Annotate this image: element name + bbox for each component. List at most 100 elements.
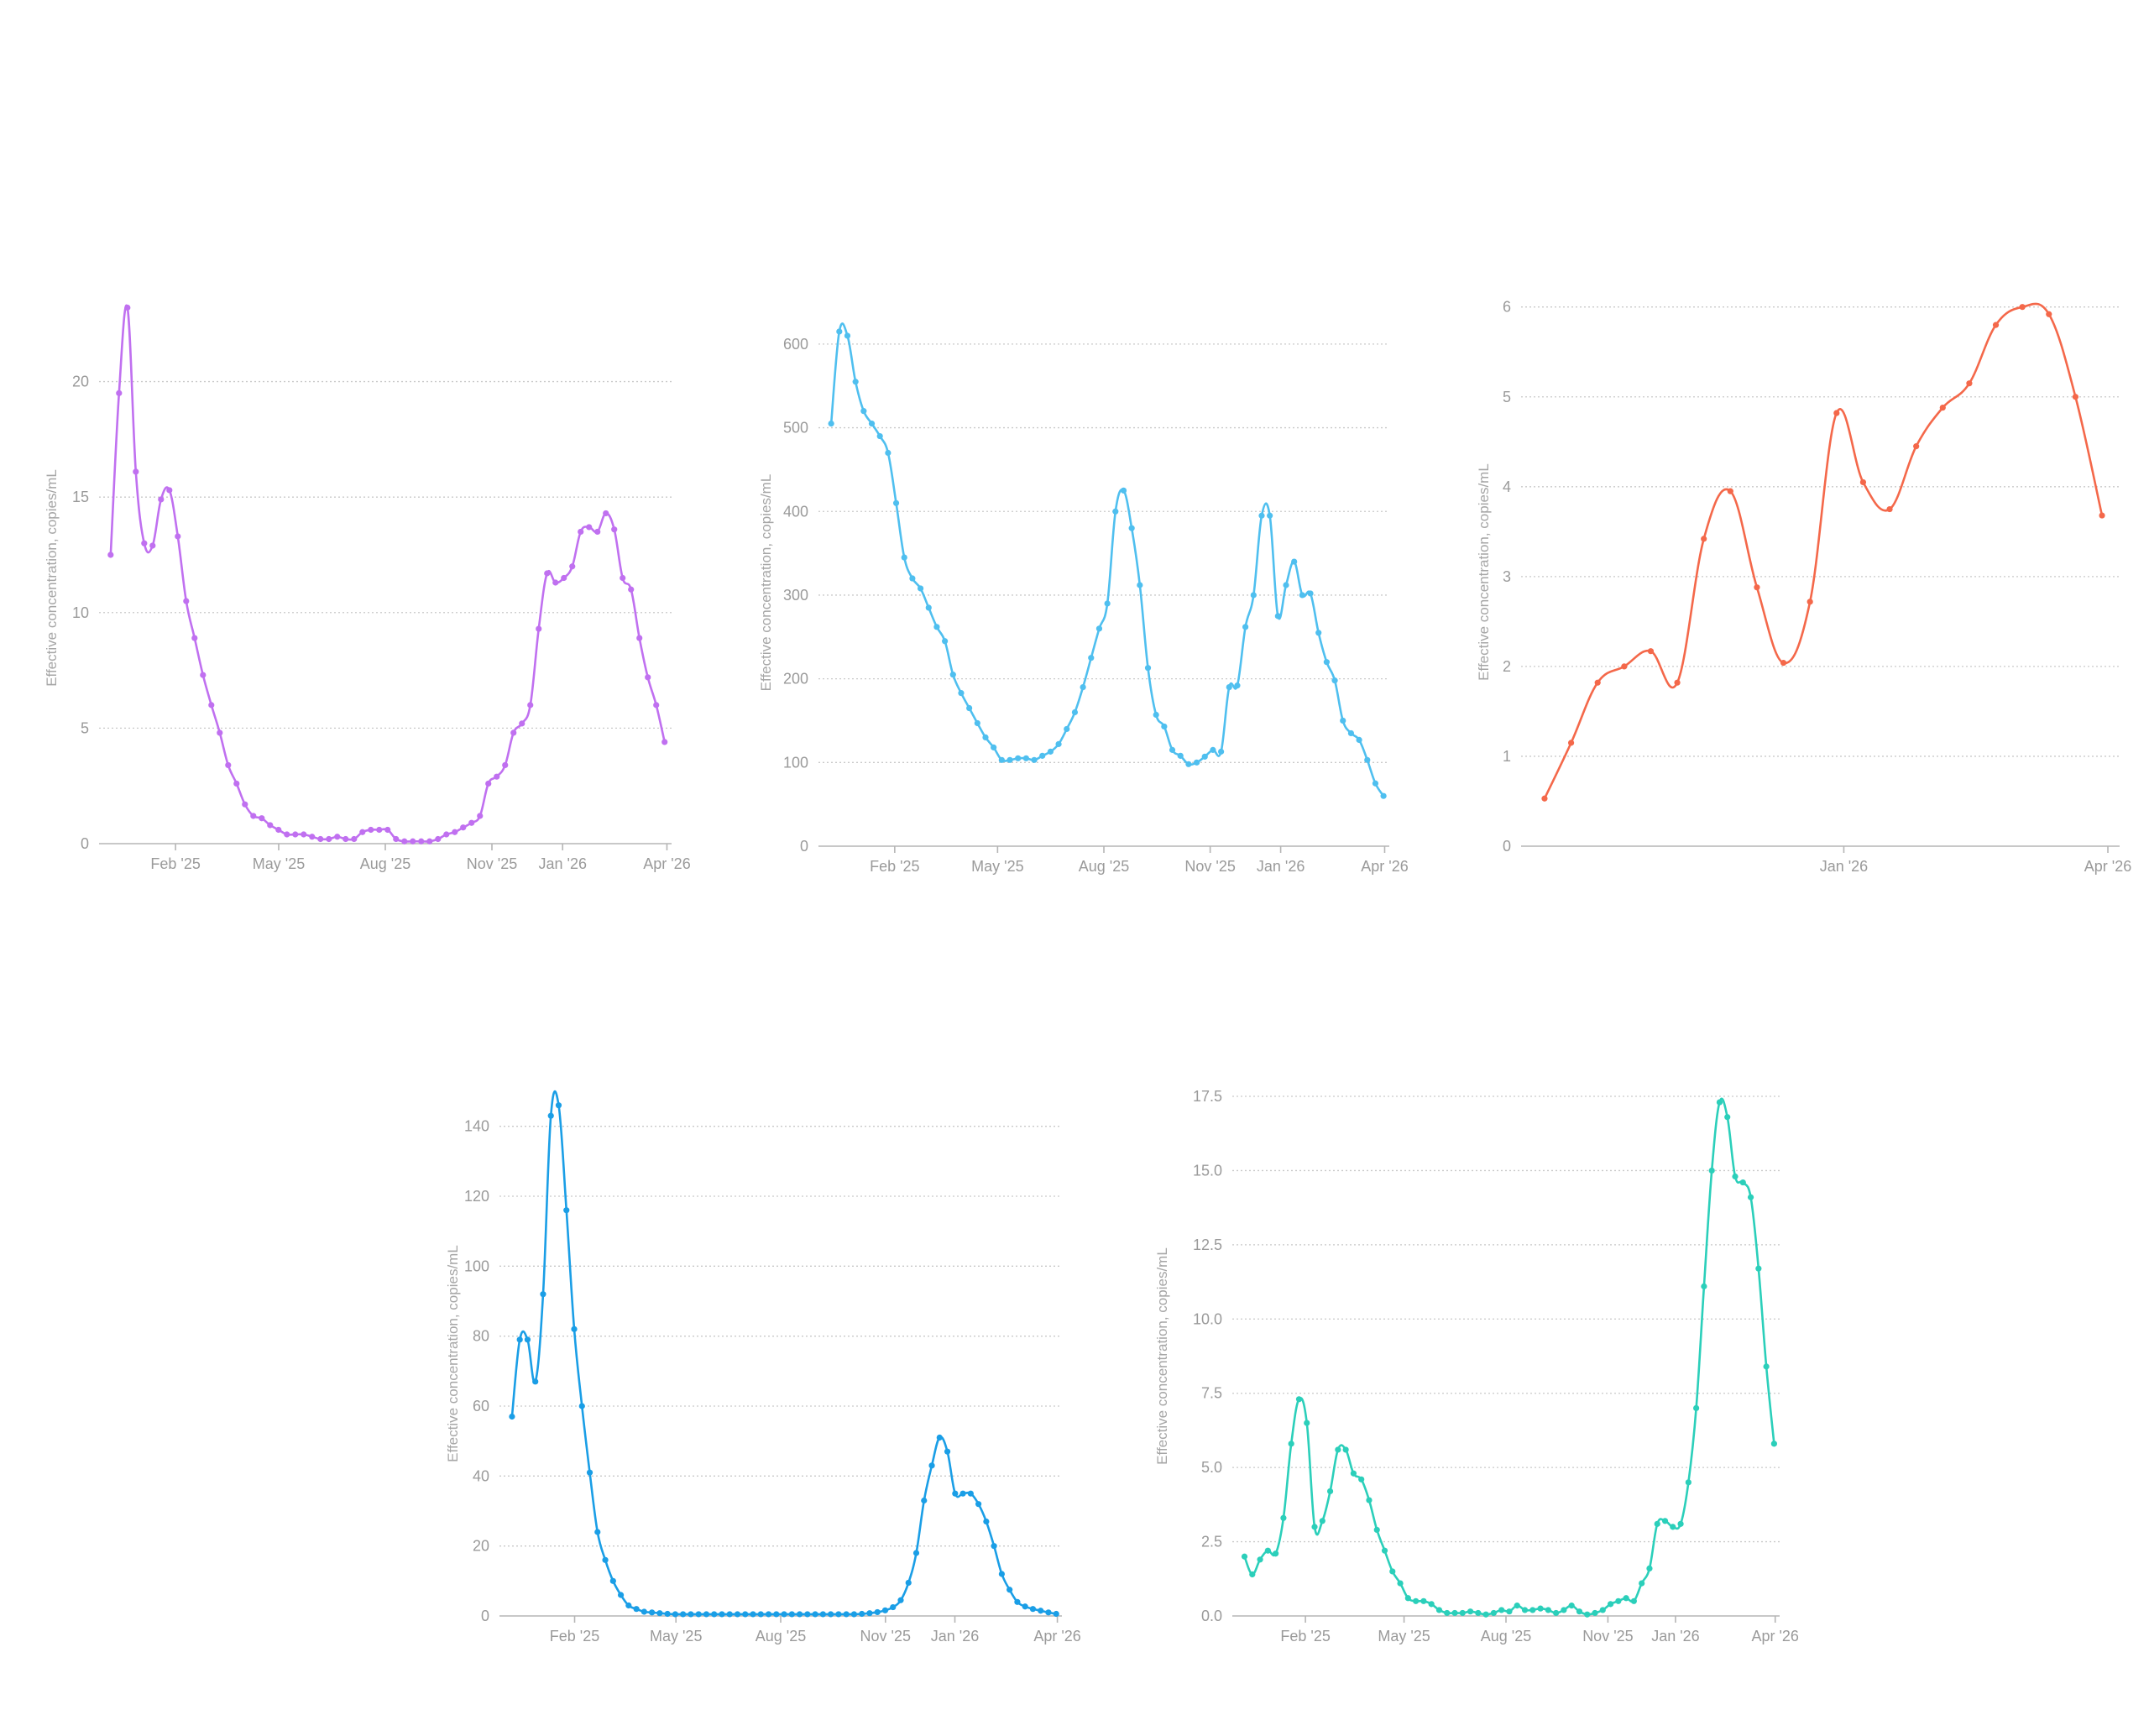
data-point[interactable] — [625, 1602, 632, 1609]
data-point[interactable] — [1599, 1607, 1606, 1613]
data-point[interactable] — [860, 408, 867, 415]
data-point[interactable] — [1258, 512, 1265, 519]
data-point[interactable] — [225, 761, 232, 769]
data-point[interactable] — [909, 575, 916, 582]
data-point[interactable] — [844, 332, 851, 339]
data-point[interactable] — [1088, 655, 1095, 661]
data-point[interactable] — [1498, 1607, 1505, 1613]
data-point[interactable] — [636, 635, 643, 641]
data-point[interactable] — [852, 379, 859, 385]
data-point[interactable] — [133, 468, 139, 475]
data-point[interactable] — [1568, 1603, 1575, 1609]
data-point[interactable] — [1459, 1609, 1466, 1617]
data-point[interactable] — [1545, 1607, 1551, 1613]
data-point[interactable] — [359, 829, 366, 835]
data-point[interactable] — [866, 1610, 873, 1617]
data-point[interactable] — [958, 689, 965, 697]
data-point[interactable] — [1859, 478, 1867, 486]
data-point[interactable] — [1210, 746, 1216, 753]
data-point[interactable] — [1331, 677, 1338, 684]
data-point[interactable] — [645, 674, 651, 681]
data-point[interactable] — [1234, 682, 1241, 689]
data-point[interactable] — [661, 739, 668, 745]
data-point[interactable] — [1372, 780, 1379, 787]
data-point[interactable] — [342, 835, 349, 843]
data-point[interactable] — [532, 1378, 539, 1385]
data-point[interactable] — [443, 831, 450, 838]
data-point[interactable] — [781, 1611, 787, 1618]
data-point[interactable] — [1647, 648, 1655, 655]
data-point[interactable] — [1288, 1441, 1294, 1447]
data-point[interactable] — [703, 1611, 710, 1618]
data-point[interactable] — [368, 826, 374, 834]
data-point[interactable] — [1039, 752, 1046, 759]
data-point[interactable] — [1639, 1580, 1645, 1587]
data-point[interactable] — [843, 1611, 850, 1618]
data-point[interactable] — [410, 838, 416, 844]
data-point[interactable] — [1366, 1497, 1373, 1503]
data-point[interactable] — [1754, 584, 1760, 591]
data-point[interactable] — [1326, 1488, 1334, 1495]
data-point[interactable] — [1053, 1610, 1059, 1618]
data-point[interactable] — [1939, 405, 1946, 411]
data-point[interactable] — [208, 702, 215, 709]
data-point[interactable] — [1886, 505, 1893, 513]
data-point[interactable] — [1015, 755, 1022, 761]
data-point[interactable] — [1311, 1524, 1318, 1530]
data-point[interactable] — [726, 1611, 733, 1618]
data-point[interactable] — [680, 1611, 687, 1618]
data-point[interactable] — [1747, 1194, 1754, 1200]
data-point[interactable] — [1031, 756, 1038, 763]
data-point[interactable] — [921, 1497, 928, 1504]
data-point[interactable] — [1007, 756, 1013, 763]
data-point[interactable] — [563, 1207, 570, 1214]
data-point[interactable] — [1807, 599, 1813, 605]
data-point[interactable] — [804, 1611, 811, 1618]
data-point[interactable] — [1428, 1601, 1435, 1608]
data-point[interactable] — [1128, 525, 1135, 531]
data-point[interactable] — [1467, 1608, 1474, 1615]
data-point[interactable] — [796, 1611, 803, 1618]
data-point[interactable] — [602, 1556, 609, 1563]
data-point[interactable] — [892, 499, 900, 506]
data-point[interactable] — [653, 702, 660, 709]
data-point[interactable] — [1435, 1607, 1443, 1613]
data-point[interactable] — [1521, 1607, 1529, 1613]
data-point[interactable] — [141, 540, 148, 546]
data-point[interactable] — [1724, 1114, 1731, 1121]
data-point[interactable] — [819, 1611, 826, 1618]
data-point[interactable] — [107, 552, 114, 558]
data-point[interactable] — [874, 1608, 881, 1616]
data-point[interactable] — [1358, 1476, 1365, 1482]
data-point[interactable] — [959, 1490, 966, 1497]
data-point[interactable] — [1701, 536, 1707, 542]
data-point[interactable] — [1283, 582, 1289, 588]
data-point[interactable] — [1716, 1099, 1723, 1106]
data-point[interactable] — [649, 1609, 656, 1616]
data-point[interactable] — [292, 831, 299, 838]
data-point[interactable] — [966, 704, 973, 712]
data-point[interactable] — [555, 1102, 562, 1109]
data-point[interactable] — [1727, 488, 1733, 494]
data-point[interactable] — [586, 524, 593, 531]
data-point[interactable] — [124, 304, 131, 311]
data-point[interactable] — [765, 1611, 772, 1618]
data-point[interactable] — [1323, 659, 1330, 666]
data-point[interactable] — [1364, 756, 1371, 763]
data-point[interactable] — [544, 570, 551, 577]
data-point[interactable] — [1615, 1597, 1622, 1604]
data-point[interactable] — [426, 838, 433, 844]
data-point[interactable] — [510, 729, 517, 736]
data-point[interactable] — [1045, 1609, 1052, 1616]
data-point[interactable] — [1347, 729, 1355, 737]
data-point[interactable] — [991, 744, 997, 750]
data-point[interactable] — [1242, 624, 1249, 630]
data-point[interactable] — [1561, 1607, 1567, 1613]
data-point[interactable] — [901, 554, 907, 561]
data-point[interactable] — [1080, 684, 1086, 691]
data-point[interactable] — [828, 1611, 834, 1618]
data-point[interactable] — [1280, 1514, 1287, 1521]
data-point[interactable] — [1014, 1598, 1021, 1605]
data-point[interactable] — [351, 835, 358, 843]
data-point[interactable] — [1304, 1420, 1310, 1426]
